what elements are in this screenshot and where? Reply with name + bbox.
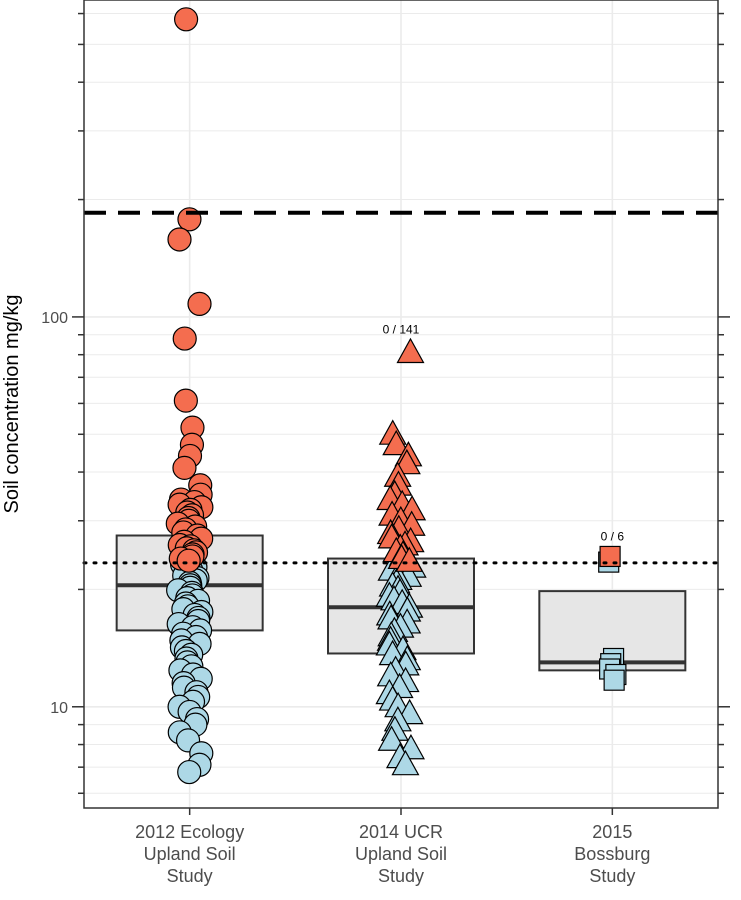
- x-tick-label: 2012 Ecology Upland Soil Study: [135, 822, 244, 886]
- x-tick-label-line: Upland Soil: [144, 844, 236, 864]
- x-tick-label-line: Study: [589, 866, 635, 886]
- exceed-point: [173, 388, 198, 413]
- below-point: [177, 759, 202, 785]
- y-tick-label: 100: [41, 310, 68, 327]
- x-tick-label-line: Bossburg: [574, 844, 650, 864]
- point-layer: [165, 7, 627, 785]
- x-tick-label-line: 2012 Ecology: [135, 822, 244, 842]
- reference-lines: [82, 210, 720, 565]
- exceed-point: [172, 326, 197, 351]
- count-annotation: 0 / 141: [383, 323, 420, 337]
- below-point: [391, 749, 420, 776]
- below-point: [603, 669, 625, 691]
- exceed-point: [173, 7, 199, 32]
- x-tick-label-line: Study: [167, 866, 213, 886]
- x-tick-label-line: Study: [378, 866, 424, 886]
- exceed-point: [176, 548, 201, 573]
- count-annotation: 1 / 106: [171, 0, 208, 3]
- y-tick-label: 10: [50, 700, 68, 717]
- annotation-layer: 1 / 106 0 / 141 0 / 6: [171, 0, 624, 543]
- exceed-point: [167, 227, 192, 252]
- x-tick-label: 2014 UCR Upland Soil Study: [355, 822, 447, 886]
- x-tick-label-line: 2015: [592, 822, 632, 842]
- x-tick-label-line: 2014 UCR: [359, 822, 443, 842]
- exceed-point: [187, 291, 212, 316]
- x-tick-label: 2015 Bossburg Study: [574, 822, 650, 886]
- exceed-point: [396, 337, 425, 364]
- below-point: [377, 725, 406, 751]
- x-tick-label-line: Upland Soil: [355, 844, 447, 864]
- exceed-point: [395, 546, 424, 572]
- exceed-point: [172, 455, 197, 480]
- count-annotation: 0 / 6: [601, 529, 625, 543]
- y-axis-title: Soil concentration mg/kg: [1, 294, 23, 513]
- exceed-point: [382, 429, 411, 456]
